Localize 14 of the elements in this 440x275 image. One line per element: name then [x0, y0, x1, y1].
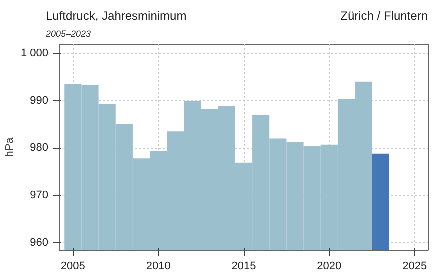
y-tick-label: 970: [30, 190, 49, 202]
y-tick-label: 990: [30, 94, 49, 107]
x-tick-label: 2005: [60, 260, 86, 272]
y-axis-title: hPa: [4, 136, 16, 158]
text: Zürich / Fluntern: [340, 8, 428, 25]
y-tick-label: 960: [30, 236, 49, 249]
x-tick-label: 2020: [317, 260, 342, 272]
y-tick-label: 1 000: [20, 48, 49, 60]
x-tick-label: 2010: [146, 260, 171, 272]
y-tick-label: 980: [30, 142, 49, 154]
x-tick-label: 2015: [232, 260, 256, 272]
chart-title: Luftdruck, Jahresminimum: [46, 8, 187, 25]
chart-subtitle: 2005–2023: [46, 28, 92, 41]
x-tick-label: 2025: [402, 260, 428, 272]
